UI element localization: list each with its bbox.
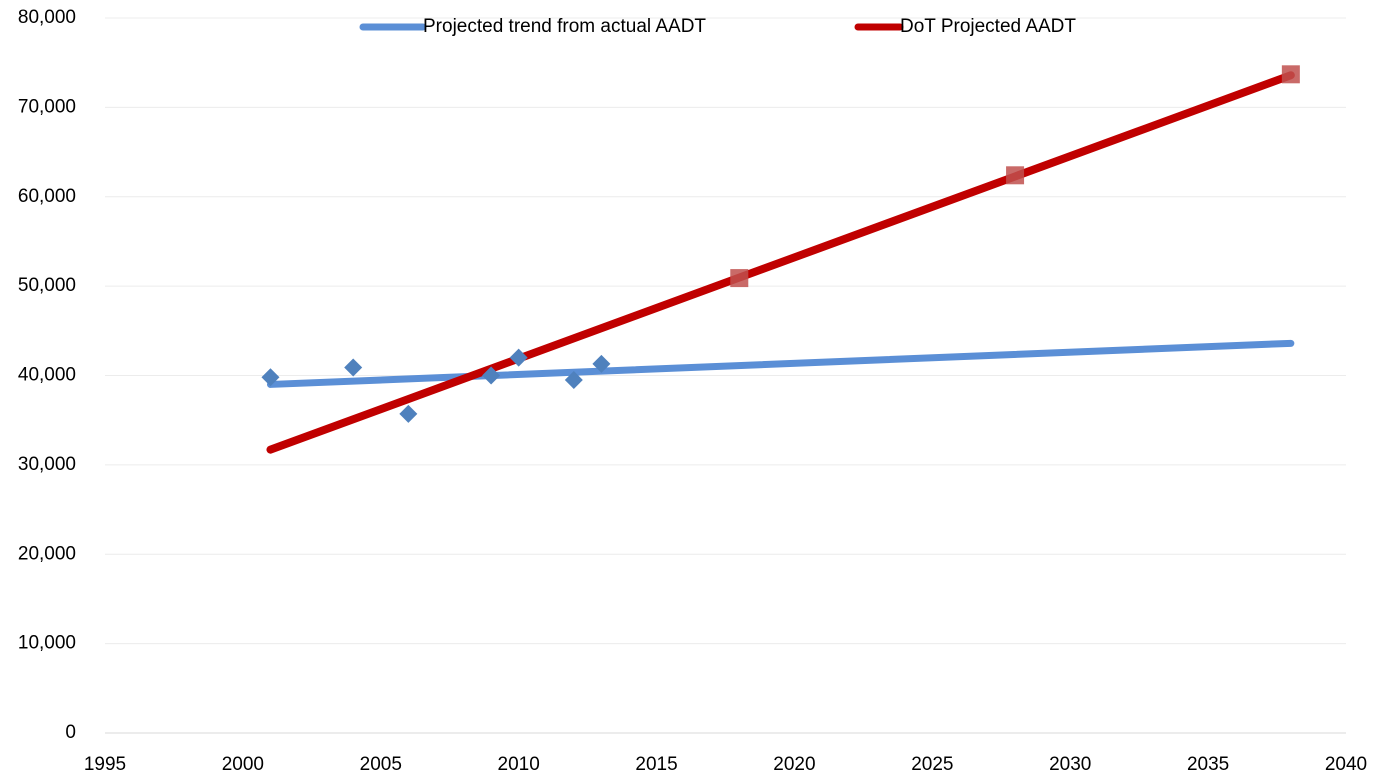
x-tick-label: 2025 bbox=[911, 754, 953, 775]
y-tick-label: 80,000 bbox=[18, 7, 76, 28]
y-tick-label: 60,000 bbox=[18, 186, 76, 207]
data-point bbox=[509, 348, 528, 367]
y-tick-label: 50,000 bbox=[18, 275, 76, 296]
x-tick-label: 2040 bbox=[1325, 754, 1367, 775]
trend-line bbox=[266, 71, 1295, 454]
data-point bbox=[564, 370, 583, 389]
trend-line bbox=[266, 339, 1295, 388]
x-tick-label: 1995 bbox=[84, 754, 126, 775]
y-tick-label: 70,000 bbox=[18, 96, 76, 117]
data-point bbox=[344, 358, 363, 377]
data-point bbox=[399, 404, 418, 423]
x-tick-label: 2010 bbox=[498, 754, 540, 775]
x-tick-label: 2015 bbox=[635, 754, 677, 775]
data-point bbox=[482, 366, 501, 385]
x-tick-label: 2000 bbox=[222, 754, 264, 775]
data-point bbox=[1281, 65, 1300, 84]
data-point bbox=[730, 269, 749, 288]
legend-label: Projected trend from actual AADT bbox=[423, 16, 706, 37]
y-tick-label: 10,000 bbox=[18, 633, 76, 654]
y-tick-label: 40,000 bbox=[18, 365, 76, 386]
y-tick-label: 30,000 bbox=[18, 454, 76, 475]
data-point bbox=[592, 354, 611, 373]
x-tick-label: 2020 bbox=[773, 754, 815, 775]
y-tick-label: 0 bbox=[65, 722, 76, 743]
x-tick-label: 2005 bbox=[360, 754, 402, 775]
y-tick-label: 20,000 bbox=[18, 543, 76, 564]
x-tick-label: 2035 bbox=[1187, 754, 1229, 775]
data-point bbox=[1006, 166, 1025, 185]
legend-label: DoT Projected AADT bbox=[900, 16, 1076, 37]
x-tick-label: 2030 bbox=[1049, 754, 1091, 775]
data-point bbox=[261, 368, 280, 387]
